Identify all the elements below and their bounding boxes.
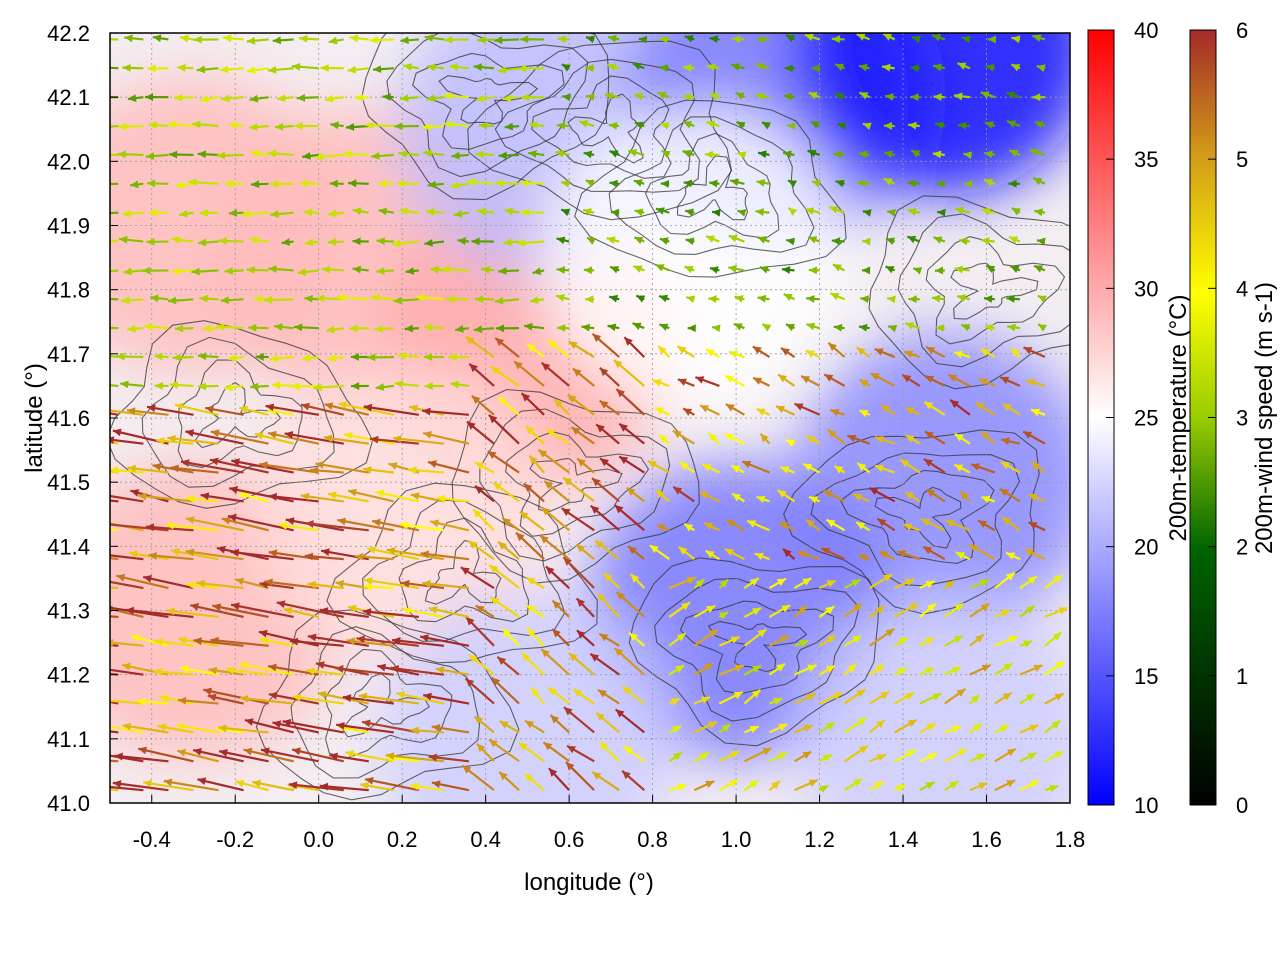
x-tick-label: 0.6 [554, 827, 585, 852]
y-tick-label: 42.0 [47, 149, 90, 174]
plot-area [43, 0, 1119, 889]
colorbar-tick-label: 25 [1134, 406, 1158, 431]
x-axis-title: longitude (°) [524, 869, 654, 896]
colorbar-tick-label: 10 [1134, 793, 1158, 818]
x-tick-label: 0.4 [470, 827, 501, 852]
y-tick-label: 41.1 [47, 727, 90, 752]
y-tick-label: 41.9 [47, 214, 90, 239]
x-tick-label: 1.0 [721, 827, 752, 852]
y-tick-label: 42.2 [47, 21, 90, 46]
x-tick-label: 1.6 [971, 827, 1002, 852]
x-tick-label: -0.4 [133, 827, 171, 852]
y-ticks: 41.0 41.1 41.2 41.3 41.4 41.5 41.6 41.7 41.8 41.9… [47, 21, 118, 816]
colorbar-tick-label: 15 [1134, 664, 1158, 689]
colorbar-tick-label: 35 [1134, 147, 1158, 172]
x-tick-label: 1.4 [888, 827, 919, 852]
x-tick-label: 1.2 [804, 827, 835, 852]
y-tick-label: 41.4 [47, 534, 90, 559]
x-tick-label: 0.2 [387, 827, 418, 852]
y-axis-title: latitude (°) [21, 363, 48, 473]
colorbar-tick-label: 30 [1134, 276, 1158, 301]
colorbar-tick-label: 40 [1134, 18, 1158, 43]
colorbar-tick-label: 5 [1236, 147, 1248, 172]
x-tick-label: -0.2 [216, 827, 254, 852]
y-tick-label: 42.1 [47, 85, 90, 110]
y-tick-label: 41.8 [47, 278, 90, 303]
colorbar-tick-label: 20 [1134, 535, 1158, 560]
colorbar-tick-label: 0 [1236, 793, 1248, 818]
y-tick-label: 41.3 [47, 599, 90, 624]
y-tick-label: 41.7 [47, 342, 90, 367]
colorbar-tick-label: 3 [1236, 406, 1248, 431]
colorbar-tick-label: 4 [1236, 276, 1248, 301]
y-tick-label: 41.0 [47, 791, 90, 816]
temperature-blob [795, 589, 1095, 889]
temperature-colorbar: 10 15 20 25 30 35 40 200m-temperature (°C) [1088, 18, 1192, 818]
x-tick-label: 0.0 [303, 827, 334, 852]
colorbar-tick-label: 1 [1236, 664, 1248, 689]
y-tick-label: 41.5 [47, 470, 90, 495]
temperature-colorbar-label: 200m-temperature (°C) [1165, 294, 1192, 541]
y-tick-label: 41.6 [47, 406, 90, 431]
x-tick-label: 0.8 [637, 827, 668, 852]
wind-colorbar: 0 1 2 3 4 5 6 200m-wind speed (m s-1) [1190, 18, 1278, 818]
x-tick-label: 1.8 [1055, 827, 1086, 852]
colorbar-tick-label: 6 [1236, 18, 1248, 43]
y-tick-label: 41.2 [47, 663, 90, 688]
colorbar-tick-label: 2 [1236, 535, 1248, 560]
wind-colorbar-label: 200m-wind speed (m s-1) [1251, 282, 1278, 554]
